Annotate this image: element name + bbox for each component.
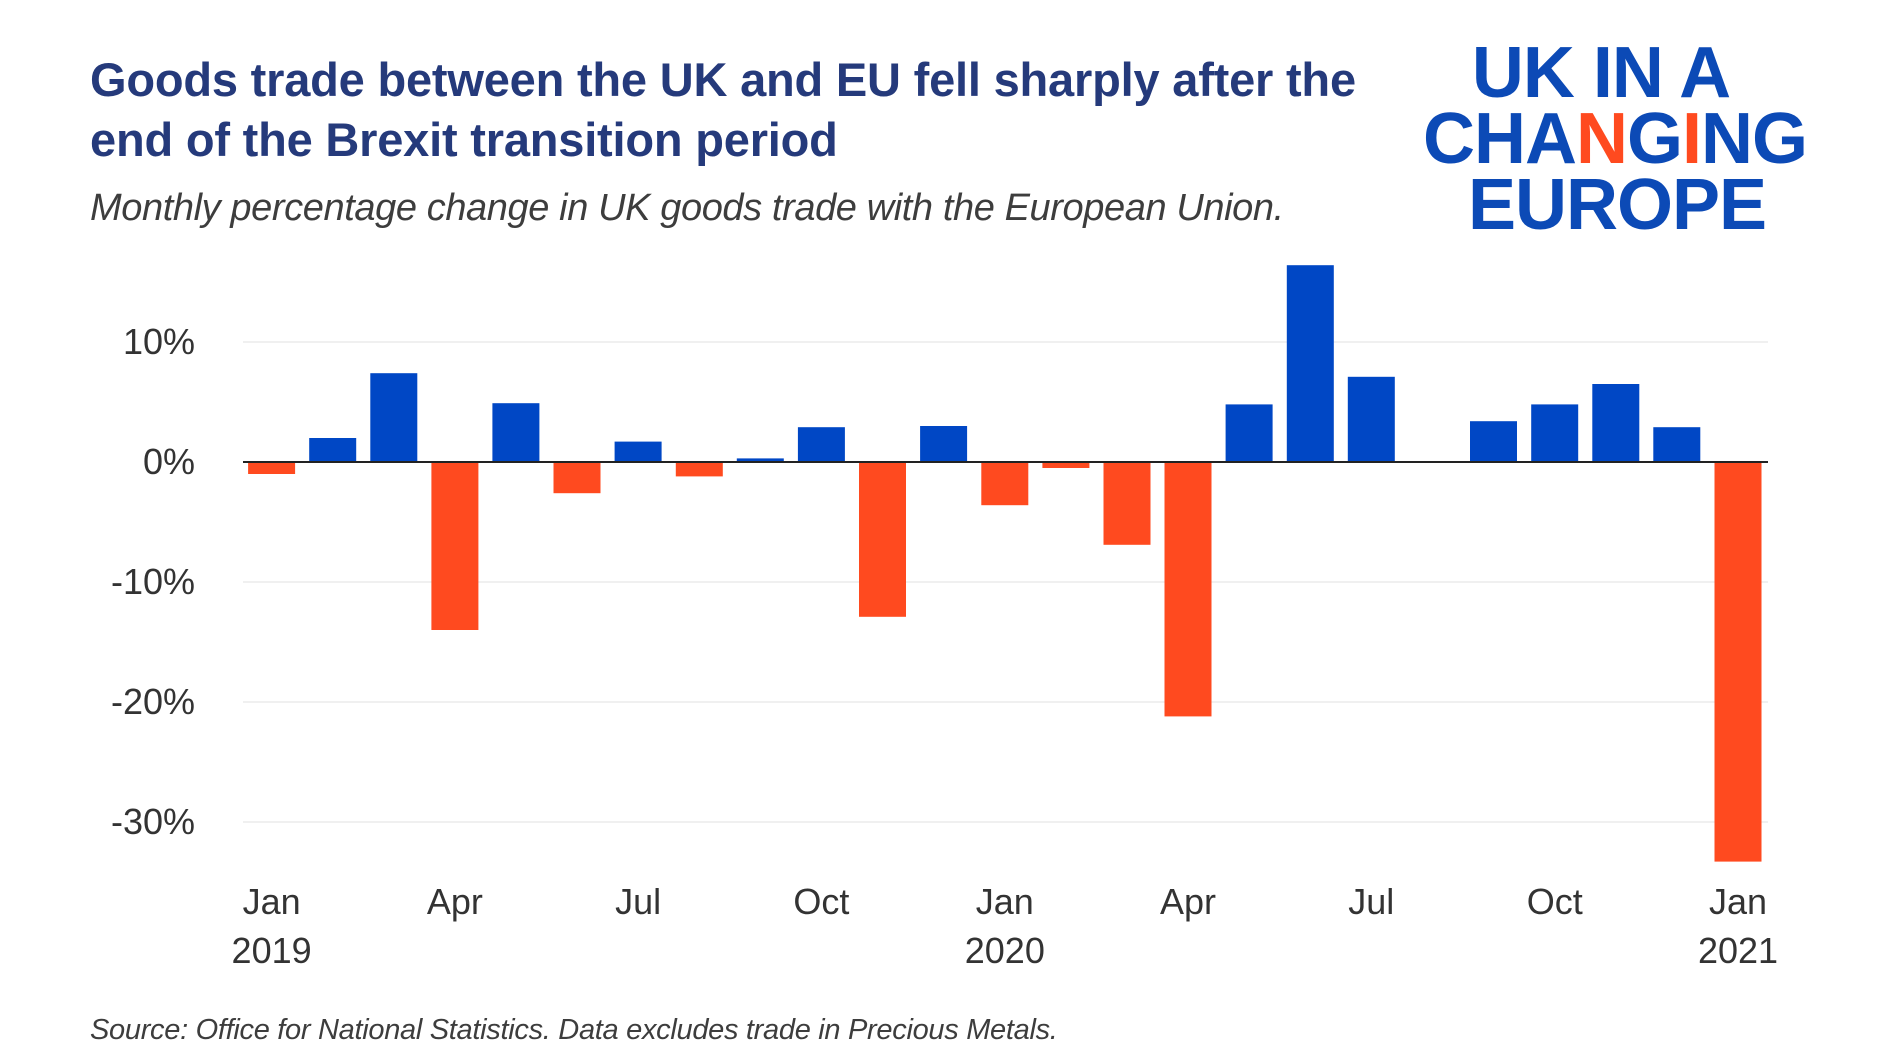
bar-oct-2020 — [1531, 404, 1579, 462]
y-tick-label: 10% — [123, 321, 195, 362]
bar-dec-2020 — [1653, 427, 1701, 462]
logo-line-3: EUROPE — [1467, 165, 1767, 245]
chart-title: Goods trade between the UK and EU fell s… — [90, 53, 1356, 166]
logo-line-2-accent-2: I — [1682, 99, 1702, 179]
y-tick-label: -10% — [111, 561, 195, 602]
bar-mar-2019 — [370, 373, 418, 462]
x-tick-label-month: Oct — [793, 881, 849, 922]
source-note: Source: Office for National Statistics. … — [90, 1014, 1058, 1046]
bar-feb-2019 — [309, 438, 357, 462]
bar-sep-2020 — [1470, 421, 1517, 462]
bar-jan-2021 — [1714, 462, 1762, 862]
bar-jan-2019 — [248, 462, 296, 474]
y-tick-label: 0% — [143, 441, 195, 482]
tick-labels: 10% 0% -10% -20% -30% Jan 2019 Apr Jul Oct Jan 2020… — [111, 321, 1778, 971]
x-tick-label-year: 2020 — [965, 930, 1045, 971]
y-tick-label: -30% — [111, 801, 195, 842]
bar-jan-2020 — [981, 462, 1029, 506]
x-tick-label-month: Jul — [615, 881, 661, 922]
logo-line-2: CHANGING — [1390, 103, 1840, 175]
x-tick-label-month: Apr — [1160, 881, 1216, 922]
bar-mar-2020 — [1103, 462, 1151, 545]
bar-jun-2019 — [553, 462, 601, 494]
x-tick-label-year: 2021 — [1698, 930, 1778, 971]
bar-apr-2020 — [1164, 462, 1212, 717]
bar-oct-2019 — [797, 427, 845, 462]
x-tick-label-month: Jan — [243, 881, 301, 922]
bar-nov-2020 — [1592, 384, 1640, 462]
bar-feb-2020 — [1042, 462, 1090, 468]
logo-line-2-part-3: NG — [1701, 99, 1808, 179]
y-tick-label: -20% — [111, 681, 195, 722]
logo-line-1: UK IN A — [1471, 33, 1731, 113]
bar-sep-2019 — [736, 458, 784, 462]
bar-jul-2020 — [1347, 376, 1395, 462]
x-tick-label-month: Jan — [976, 881, 1034, 922]
bar-jun-2020 — [1286, 265, 1334, 462]
logo-line-2-part-1: CHA — [1422, 99, 1577, 179]
bar-dec-2019 — [920, 426, 968, 462]
chart-subtitle: Monthly percentage change in UK goods tr… — [90, 187, 1284, 229]
x-tick-label-month: Oct — [1527, 881, 1583, 922]
bar-may-2019 — [492, 403, 540, 462]
x-tick-label-month: Jan — [1709, 881, 1767, 922]
logo-line-2-accent-1: N — [1575, 99, 1628, 179]
x-tick-label-month: Apr — [427, 881, 483, 922]
bar-nov-2019 — [859, 462, 906, 617]
bar-may-2020 — [1225, 404, 1273, 462]
logo-line-2-part-2: G — [1626, 99, 1683, 179]
bars — [248, 265, 1762, 862]
x-tick-label-year: 2019 — [232, 930, 312, 971]
bar-aug-2019 — [675, 462, 723, 477]
bar-jul-2019 — [614, 441, 662, 462]
gridlines — [243, 341, 1768, 823]
uk-in-a-changing-europe-logo: UK IN A CHANGING EUROPE — [1390, 37, 1840, 245]
bar-apr-2019 — [431, 462, 479, 630]
x-tick-label-month: Jul — [1348, 881, 1394, 922]
